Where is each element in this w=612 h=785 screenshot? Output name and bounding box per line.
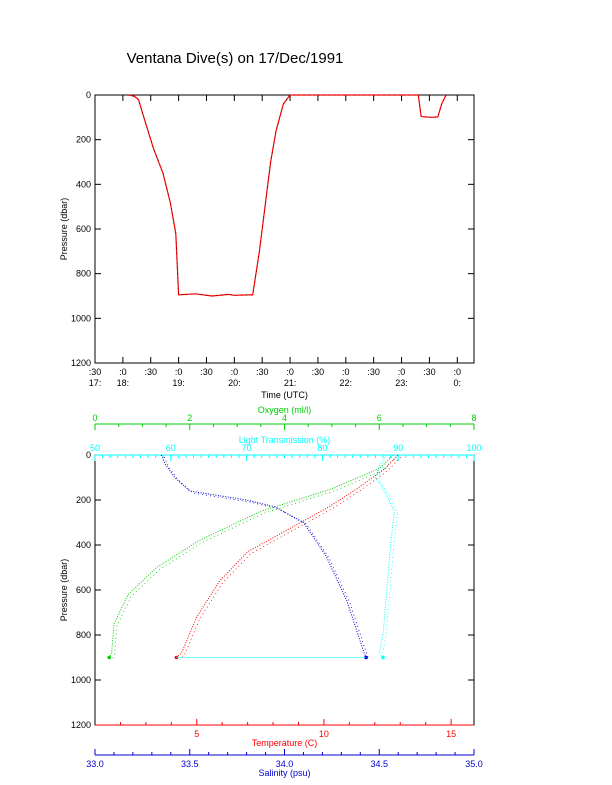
salinity-axis-tick-label: 34.0 (276, 759, 294, 769)
chart1-xtick-label: :30 (144, 367, 157, 377)
salinity-profile-line (160, 454, 367, 658)
chart1-xtick-hour-label: 21: (284, 378, 297, 388)
chart1-xtick-hour-label: 22: (340, 378, 353, 388)
chart1-xtick-hour-label: 17: (89, 378, 102, 388)
chart2-frame (94, 454, 475, 726)
salinity-axis-label: Salinity (psu) (258, 768, 310, 778)
chart2-ytick-label: 400 (76, 540, 91, 550)
oxygen-profile-line-second-cast (111, 456, 397, 660)
oxygen-axis-label: Oxygen (ml/l) (258, 405, 312, 415)
transmission-axis-label: Light Transmission (%) (239, 435, 331, 445)
chart1-xtick-label: :0 (231, 367, 239, 377)
chart1-xtick-label: :30 (367, 367, 380, 377)
chart2-ytick-label: 800 (76, 630, 91, 640)
chart1-depth-markers (128, 94, 447, 297)
salinity-profile-line-second-cast (163, 456, 370, 660)
oxygen-axis-tick-label: 8 (471, 413, 476, 423)
chart1-xtick-hour-label: 18: (117, 378, 130, 388)
chart1-xtick-hour-label: 23: (395, 378, 408, 388)
temperature-axis-tick-label: 5 (194, 729, 199, 739)
chart1-ytick-label: 0 (86, 90, 91, 100)
salinity-axis-tick-label: 35.0 (465, 759, 483, 769)
chart1-xtick-label: :30 (89, 367, 102, 377)
transmission-axis-tick-label: 80 (317, 443, 327, 453)
chart1-ytick-label: 1000 (71, 313, 91, 323)
chart2-ytick-label: 1000 (71, 675, 91, 685)
salinity-axis-tick-label: 33.0 (86, 759, 104, 769)
oxygen-profile-end-marker (107, 655, 112, 660)
chart1-xtick-label: :30 (200, 367, 213, 377)
chart1-ytick-label: 200 (76, 135, 91, 145)
chart2-ytick-label: 0 (86, 450, 91, 460)
chart1-xtick-label: :0 (342, 367, 350, 377)
chart1-xtick-hour-label: 19: (172, 378, 185, 388)
chart1-depth-line (128, 94, 447, 297)
page-title: Ventana Dive(s) on 17/Dec/1991 (126, 50, 344, 67)
chart1-ytick-label: 1200 (71, 358, 91, 368)
chart1-xtick-hour-label: 0: (454, 378, 462, 388)
chart2-ytick-label: 200 (76, 495, 91, 505)
salinity-axis-tick-label: 34.5 (370, 759, 388, 769)
chart1-xlabel: Time (UTC) (261, 390, 308, 400)
transmission-axis-tick-label: 70 (242, 443, 252, 453)
chart2-ylabel: Pressure (dbar) (59, 559, 69, 622)
chart1-ylabel: Pressure (dbar) (59, 198, 69, 261)
oxygen-axis-tick-label: 0 (92, 413, 97, 423)
chart1-xtick-hour-label: 20: (228, 378, 241, 388)
temperature-profile-line (176, 454, 399, 658)
transmission-axis-tick-label: 100 (466, 443, 481, 453)
transmission-axis-tick-label: 60 (166, 443, 176, 453)
transmission-axis-tick-label: 50 (90, 443, 100, 453)
salinity-axis-tick-label: 33.5 (181, 759, 199, 769)
chart1-xtick-label: :0 (398, 367, 406, 377)
transmission-profile-line-second-cast (378, 456, 398, 660)
salinity-profile-end-marker (364, 655, 368, 660)
chart1-ytick-label: 800 (76, 269, 91, 279)
oxygen-axis-tick-label: 2 (187, 413, 192, 423)
oxygen-axis-tick-label: 6 (377, 413, 382, 423)
chart1-xtick-label: :0 (119, 367, 127, 377)
chart1-xtick-label: :0 (454, 367, 462, 377)
chart1-xtick-label: :30 (423, 367, 436, 377)
chart1-ytick-label: 600 (76, 224, 91, 234)
oxygen-profile-line (108, 454, 394, 658)
chart2-ytick-label: 1200 (71, 720, 91, 730)
chart1-xtick-label: :0 (286, 367, 294, 377)
transmission-profile-end-marker (381, 655, 385, 660)
chart1-frame (94, 94, 475, 364)
chart2-ytick-label: 600 (76, 585, 91, 595)
chart1-xtick-label: :30 (312, 367, 325, 377)
temperature-axis-label: Temperature (C) (252, 738, 318, 748)
chart1-xtick-label: :30 (256, 367, 269, 377)
temperature-axis-tick-label: 15 (446, 729, 456, 739)
temperature-axis-tick-label: 10 (319, 729, 329, 739)
transmission-axis-tick-label: 90 (393, 443, 403, 453)
chart1-ytick-label: 400 (76, 179, 91, 189)
temperature-profile-line-second-cast (179, 456, 401, 660)
transmission-profile-line (374, 454, 395, 658)
chart1-xtick-label: :0 (175, 367, 183, 377)
oxygen-axis-tick-label: 4 (282, 413, 287, 423)
